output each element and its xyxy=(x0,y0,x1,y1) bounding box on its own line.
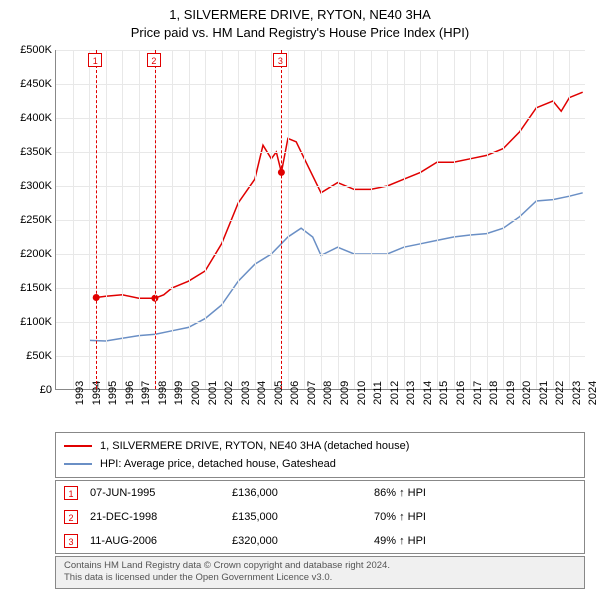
grid-line-v xyxy=(387,50,388,389)
grid-line-v xyxy=(520,50,521,389)
y-tick-label: £400K xyxy=(20,112,52,124)
grid-line-v xyxy=(354,50,355,389)
sale-price: £136,000 xyxy=(232,487,362,499)
y-tick-label: £200K xyxy=(20,248,52,260)
legend-item: 1, SILVERMERE DRIVE, RYTON, NE40 3HA (de… xyxy=(64,437,576,455)
grid-line-v xyxy=(420,50,421,389)
footer-attribution: Contains HM Land Registry data © Crown c… xyxy=(55,556,585,589)
sale-marker-line xyxy=(281,50,282,389)
y-tick-label: £500K xyxy=(20,44,52,56)
sale-hpi: 70% ↑ HPI xyxy=(374,511,576,523)
chart-area: £0£50K£100K£150K£200K£250K£300K£350K£400… xyxy=(55,50,585,390)
grid-line-v xyxy=(172,50,173,389)
legend-box: 1, SILVERMERE DRIVE, RYTON, NE40 3HA (de… xyxy=(55,432,585,478)
title-line-1: 1, SILVERMERE DRIVE, RYTON, NE40 3HA xyxy=(0,6,600,24)
grid-line-v xyxy=(238,50,239,389)
sale-marker-box: 3 xyxy=(273,53,287,67)
grid-line-v xyxy=(371,50,372,389)
sale-marker-box: 2 xyxy=(147,53,161,67)
title-line-2: Price paid vs. HM Land Registry's House … xyxy=(0,24,600,42)
legend-swatch xyxy=(64,463,92,465)
y-tick-label: £250K xyxy=(20,214,52,226)
legend-label: HPI: Average price, detached house, Gate… xyxy=(100,458,336,470)
grid-line-v xyxy=(321,50,322,389)
plot-region: £0£50K£100K£150K£200K£250K£300K£350K£400… xyxy=(55,50,585,390)
grid-line-v xyxy=(271,50,272,389)
grid-line-v xyxy=(338,50,339,389)
sale-marker-box: 1 xyxy=(88,53,102,67)
sale-price: £320,000 xyxy=(232,535,362,547)
series-line-hpi xyxy=(89,193,583,341)
sale-marker-line xyxy=(155,50,156,389)
grid-line-v xyxy=(255,50,256,389)
legend-item: HPI: Average price, detached house, Gate… xyxy=(64,455,576,473)
grid-line-v xyxy=(122,50,123,389)
y-tick-label: £150K xyxy=(20,282,52,294)
grid-line-v xyxy=(536,50,537,389)
grid-line-v xyxy=(73,50,74,389)
grid-line-v xyxy=(304,50,305,389)
grid-line-v xyxy=(404,50,405,389)
grid-line-v xyxy=(189,50,190,389)
grid-line-v xyxy=(139,50,140,389)
footer-line: This data is licensed under the Open Gov… xyxy=(64,572,576,584)
y-tick-label: £0 xyxy=(40,384,52,396)
series-line-price_paid xyxy=(96,92,583,298)
sales-row: 1 07-JUN-1995 £136,000 86% ↑ HPI xyxy=(56,481,584,505)
sale-index-box: 3 xyxy=(64,534,78,548)
sale-index-box: 1 xyxy=(64,486,78,500)
y-tick-label: £350K xyxy=(20,146,52,158)
sale-date: 07-JUN-1995 xyxy=(90,487,220,499)
x-tick-label: 2025 xyxy=(586,381,600,405)
grid-line-v xyxy=(222,50,223,389)
sale-hpi: 86% ↑ HPI xyxy=(374,487,576,499)
title-block: 1, SILVERMERE DRIVE, RYTON, NE40 3HA Pri… xyxy=(0,0,600,42)
grid-line-v xyxy=(106,50,107,389)
grid-line-v xyxy=(553,50,554,389)
legend-swatch xyxy=(64,445,92,447)
y-tick-label: £50K xyxy=(26,350,52,362)
grid-line-v xyxy=(503,50,504,389)
legend-label: 1, SILVERMERE DRIVE, RYTON, NE40 3HA (de… xyxy=(100,440,409,452)
grid-line-v xyxy=(89,50,90,389)
sales-table: 1 07-JUN-1995 £136,000 86% ↑ HPI 2 21-DE… xyxy=(55,480,585,554)
y-tick-label: £100K xyxy=(20,316,52,328)
grid-line-v xyxy=(487,50,488,389)
sale-date: 11-AUG-2006 xyxy=(90,535,220,547)
chart-container: 1, SILVERMERE DRIVE, RYTON, NE40 3HA Pri… xyxy=(0,0,600,590)
sales-row: 2 21-DEC-1998 £135,000 70% ↑ HPI xyxy=(56,505,584,529)
footer-line: Contains HM Land Registry data © Crown c… xyxy=(64,560,576,572)
sale-hpi: 49% ↑ HPI xyxy=(374,535,576,547)
grid-line-v xyxy=(470,50,471,389)
grid-line-v xyxy=(437,50,438,389)
sale-price: £135,000 xyxy=(232,511,362,523)
grid-line-v xyxy=(454,50,455,389)
grid-line-v xyxy=(205,50,206,389)
sale-marker-line xyxy=(96,50,97,389)
grid-line-v xyxy=(288,50,289,389)
y-tick-label: £300K xyxy=(20,180,52,192)
grid-line-v xyxy=(569,50,570,389)
sale-index-box: 2 xyxy=(64,510,78,524)
y-tick-label: £450K xyxy=(20,78,52,90)
sales-row: 3 11-AUG-2006 £320,000 49% ↑ HPI xyxy=(56,529,584,553)
sale-date: 21-DEC-1998 xyxy=(90,511,220,523)
